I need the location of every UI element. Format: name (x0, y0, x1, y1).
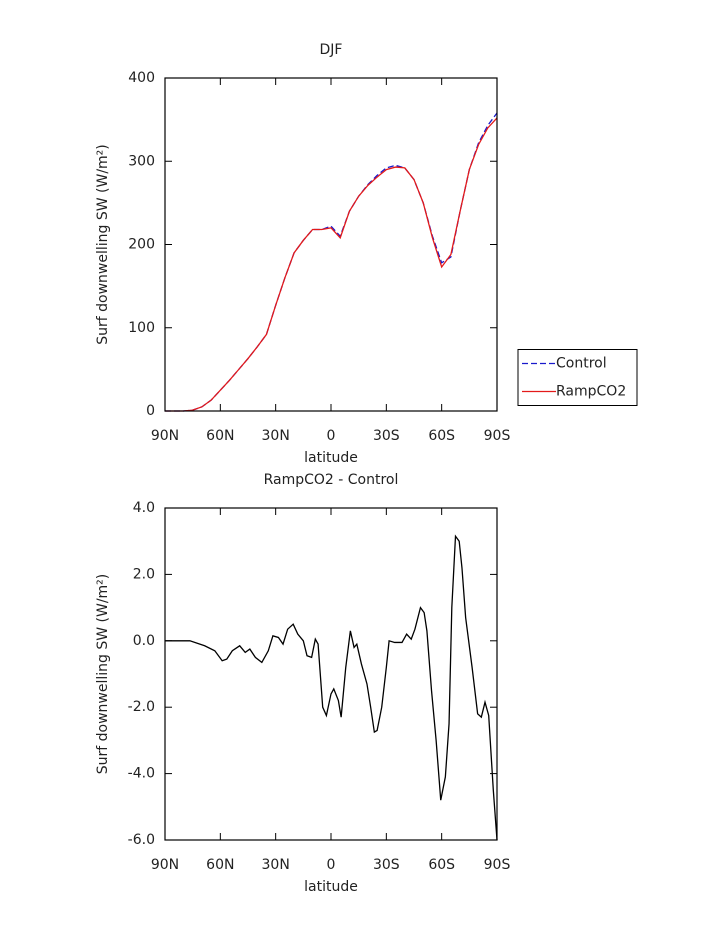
y-tick-label: 2.0 (133, 566, 155, 582)
y-tick-label: 0 (146, 403, 155, 419)
x-tick-label: 60S (428, 428, 455, 444)
x-tick-label: 60N (206, 428, 234, 444)
x-tick-label: 90N (151, 857, 179, 873)
y-tick-label: 100 (128, 320, 155, 336)
plot: DJF latitude Surf downwelling SW (W/m²) 90N… (95, 42, 638, 466)
legend-label: Control (556, 356, 607, 372)
x-axis-label: latitude (304, 879, 358, 895)
y-tick-label: 400 (128, 70, 155, 86)
x-tick-label: 90N (151, 428, 179, 444)
y-tick-label: -6.0 (128, 832, 155, 848)
x-tick-label: 0 (327, 428, 336, 444)
x-tick-label: 30N (262, 428, 290, 444)
x-tick-label: 30N (262, 857, 290, 873)
plot-frame (164, 507, 498, 841)
x-tick-label: 0 (327, 857, 336, 873)
chart-title: RampCO2 - Control (264, 472, 399, 488)
y-tick-label: 4.0 (133, 500, 155, 516)
plot-frame (164, 77, 498, 412)
legend-label: RampCO2 (556, 384, 626, 400)
x-axis-label: latitude (304, 450, 358, 466)
y-axis-label: Surf downwelling SW (W/m²) (95, 144, 111, 345)
chart-title: DJF (320, 42, 343, 58)
x-tick-label: 90S (484, 428, 511, 444)
x-tick-label: 60S (428, 857, 455, 873)
data-line (165, 534, 498, 841)
legend-frame (517, 349, 638, 406)
y-tick-label: 200 (128, 237, 155, 253)
y-tick-label: -4.0 (128, 766, 155, 782)
data-line (165, 117, 498, 412)
x-tick-label: 30S (373, 857, 400, 873)
plot: RampCO2 - Control latitude Surf downwellin… (95, 472, 510, 895)
y-tick-label: -2.0 (128, 699, 155, 715)
y-axis-label: Surf downwelling SW (W/m²) (95, 574, 111, 775)
y-tick-label: 0.0 (133, 633, 155, 649)
x-tick-label: 60N (206, 857, 234, 873)
x-tick-label: 30S (373, 428, 400, 444)
data-line (165, 112, 498, 412)
y-tick-label: 300 (128, 153, 155, 169)
x-tick-label: 90S (484, 857, 511, 873)
